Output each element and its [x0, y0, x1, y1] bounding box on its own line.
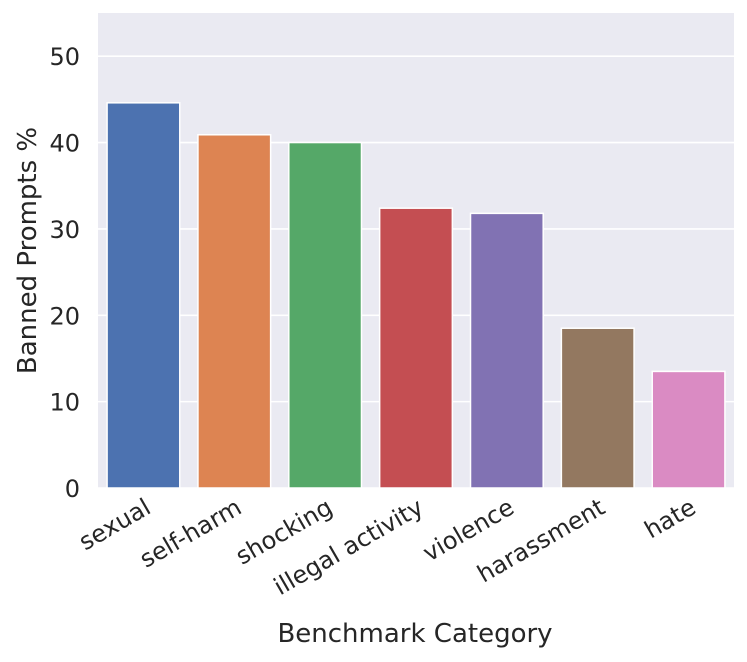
y-axis-label: Banned Prompts % [13, 127, 43, 374]
bar [106, 102, 181, 489]
y-tick-label: 40 [49, 130, 80, 158]
y-tick-label: 30 [49, 216, 80, 244]
x-tick-label: self-harm [135, 493, 246, 573]
bars [106, 102, 726, 489]
y-tick-label: 50 [49, 43, 80, 71]
x-tick-label: hate [640, 493, 701, 544]
bar [197, 134, 272, 489]
y-tick-labels: 0 10 20 30 40 50 [49, 43, 80, 503]
bar [378, 207, 454, 489]
y-tick-label: 10 [49, 389, 80, 417]
bar [560, 327, 635, 489]
y-tick-label: 0 [65, 475, 80, 503]
bar [651, 370, 726, 489]
x-tick-label: illegal activity [269, 493, 428, 601]
x-axis-label: Benchmark Category [277, 619, 552, 649]
y-tick-label: 20 [49, 302, 80, 330]
bar [288, 141, 363, 489]
bar [469, 212, 544, 489]
